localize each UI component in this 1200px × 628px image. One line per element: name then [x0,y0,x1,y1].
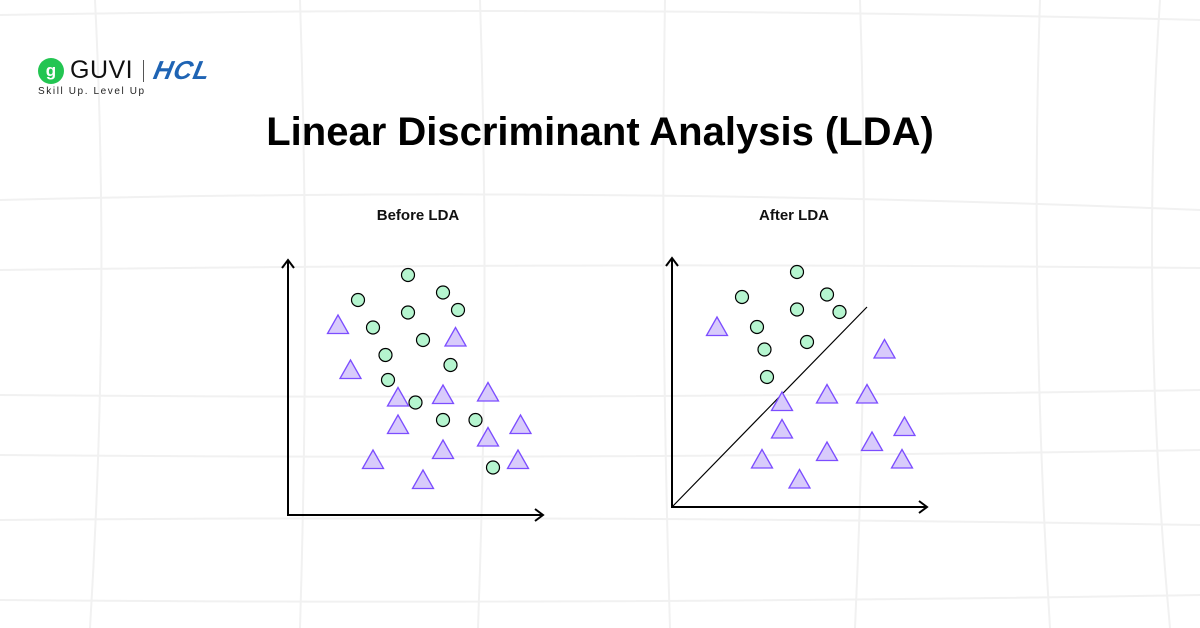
circle-point [759,369,775,385]
triangle-point [338,358,363,380]
circle-point [832,304,847,320]
triangle-point [476,381,500,402]
triangle-point [326,313,350,335]
triangle-point [855,383,879,404]
triangle-point [860,430,884,452]
y-axis-arrow-icon [665,256,679,267]
triangle-point [892,415,917,437]
circle-point [415,332,431,348]
guvi-brand: GUVI [70,56,134,84]
circle-point [380,372,396,388]
circle-point [485,460,501,475]
circle-point [468,412,483,428]
circle-point [749,319,765,335]
circle-point [443,357,458,373]
circle-point [789,264,805,280]
circle-point [799,334,815,350]
circle-point [789,302,805,317]
triangle-point [872,338,897,359]
triangle-point [386,413,410,435]
x-axis-arrow-icon [534,508,545,522]
guvi-logo-icon: g [38,57,64,84]
chart-title-after: After LDA [759,207,829,224]
axes [287,260,543,516]
triangle-point [508,413,533,435]
decision-boundary-line [671,306,868,508]
circle-point [819,287,835,302]
circle-point [400,305,416,320]
triangle-point [815,383,839,404]
triangle-point [431,383,455,405]
triangle-point [770,418,794,439]
chart-title-before: Before LDA [376,207,460,224]
triangle-point [890,448,914,469]
triangle-point [750,448,774,469]
circle-point [408,395,423,410]
y-axis-arrow-icon [281,258,295,269]
triangle-point [411,468,435,490]
logo-divider [143,59,145,82]
page-title: Linear Discriminant Analysis (LDA) [266,110,934,154]
x-axis-arrow-icon [918,500,929,514]
circle-point [734,289,750,305]
circle-point [435,412,451,428]
triangle-point [361,448,385,470]
circle-point [400,267,416,283]
triangle-point [815,440,839,462]
circle-point [435,285,451,300]
triangle-point [386,386,410,407]
triangle-point [770,390,794,412]
logo: g GUVI HCL [38,55,214,86]
triangle-point [705,315,729,337]
triangle-point [443,326,468,347]
triangle-point [787,468,812,489]
circle-point [450,302,466,318]
circle-point [378,347,393,363]
triangle-point [506,448,530,470]
triangle-point [476,426,500,447]
circle-point [757,342,772,357]
tagline: Skill Up. Level Up [38,86,146,97]
triangle-point [431,438,455,460]
circle-point [350,292,366,308]
circle-point [365,320,381,335]
